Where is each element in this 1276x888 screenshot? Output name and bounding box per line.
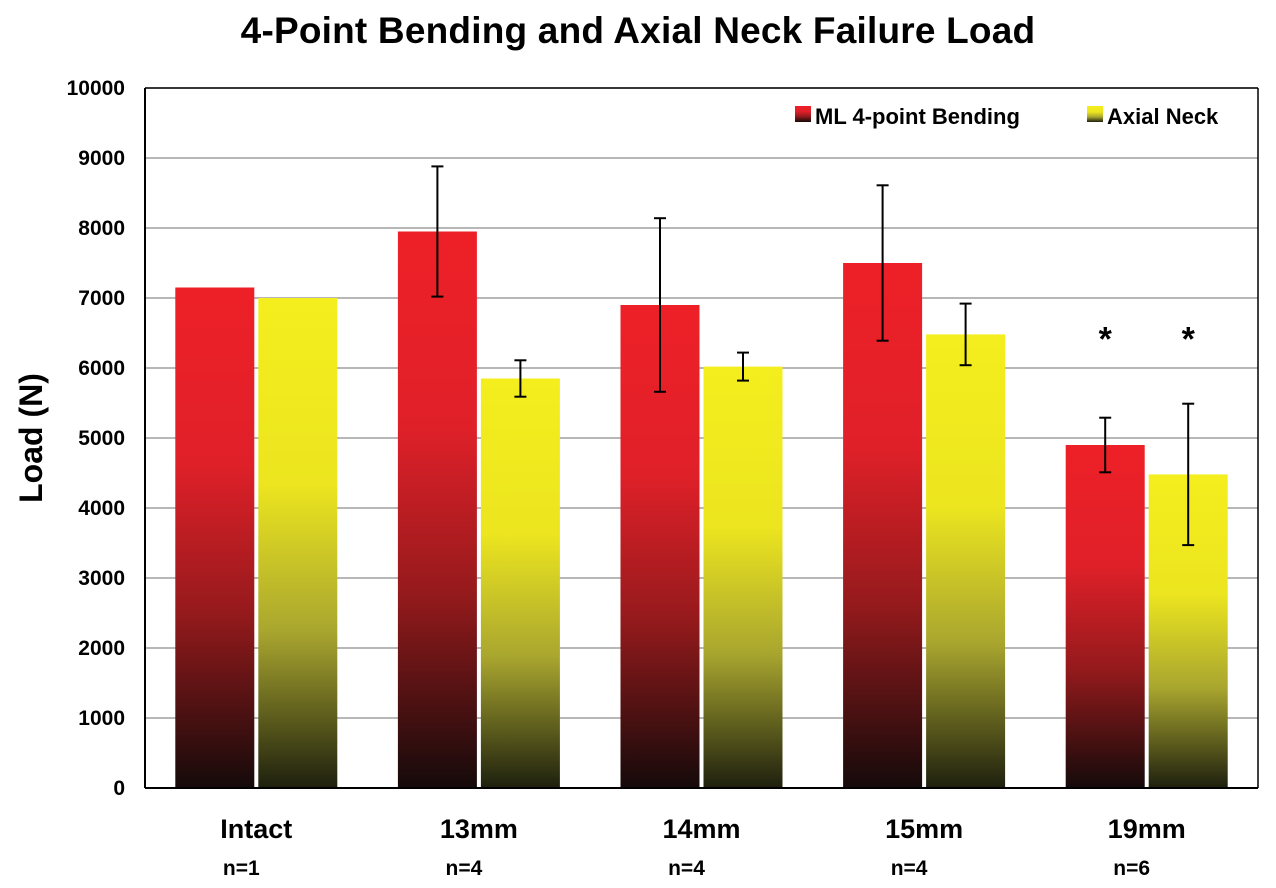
axis-labels: 0 1000 2000 3000 4000 5000 6000 7000 8000 9000 100… bbox=[13, 77, 1196, 880]
x-tick-label: 19mm bbox=[1108, 814, 1186, 844]
bar bbox=[926, 334, 1006, 788]
sample-size-label: n=6 bbox=[1113, 857, 1150, 880]
y-tick-label: 6000 bbox=[78, 357, 125, 380]
y-tick-label: 10000 bbox=[67, 77, 125, 100]
bar bbox=[258, 298, 338, 788]
bar bbox=[703, 366, 783, 788]
legend-label: Axial Neck bbox=[1107, 104, 1219, 129]
y-tick-label: 9000 bbox=[78, 147, 125, 170]
bar bbox=[175, 287, 255, 788]
bar bbox=[480, 378, 560, 788]
y-tick-label: 0 bbox=[113, 777, 125, 800]
sample-size-label: n=4 bbox=[668, 857, 705, 880]
bar bbox=[843, 263, 923, 788]
significance-marker: * bbox=[1182, 321, 1196, 359]
legend-swatch bbox=[1087, 106, 1103, 122]
sample-size-label: n=4 bbox=[891, 857, 928, 880]
y-tick-label: 4000 bbox=[78, 497, 125, 520]
legend-label: ML 4-point Bending bbox=[815, 104, 1020, 129]
y-tick-label: 5000 bbox=[78, 427, 125, 450]
y-axis-label: Load (N) bbox=[13, 373, 49, 503]
sample-size-label: n=4 bbox=[446, 857, 483, 880]
x-tick-label: 14mm bbox=[662, 814, 740, 844]
axes bbox=[144, 87, 1259, 789]
legend: ML 4-point Bending Axial Neck bbox=[795, 104, 1219, 129]
y-tick-label: 8000 bbox=[78, 217, 125, 240]
x-tick-label: 15mm bbox=[885, 814, 963, 844]
y-tick-label: 2000 bbox=[78, 637, 125, 660]
significance-marker: * bbox=[1099, 321, 1113, 359]
x-tick-label: Intact bbox=[220, 814, 292, 844]
chart-title: 4-Point Bending and Axial Neck Failure L… bbox=[240, 10, 1036, 51]
y-tick-label: 1000 bbox=[78, 707, 125, 730]
x-tick-label: 13mm bbox=[440, 814, 518, 844]
sample-size-label: n=1 bbox=[223, 857, 260, 880]
bar bbox=[1065, 445, 1145, 788]
y-tick-label: 7000 bbox=[78, 287, 125, 310]
bars bbox=[175, 165, 1228, 788]
legend-swatch bbox=[795, 106, 811, 122]
bar bbox=[397, 231, 477, 788]
y-tick-label: 3000 bbox=[78, 567, 125, 590]
